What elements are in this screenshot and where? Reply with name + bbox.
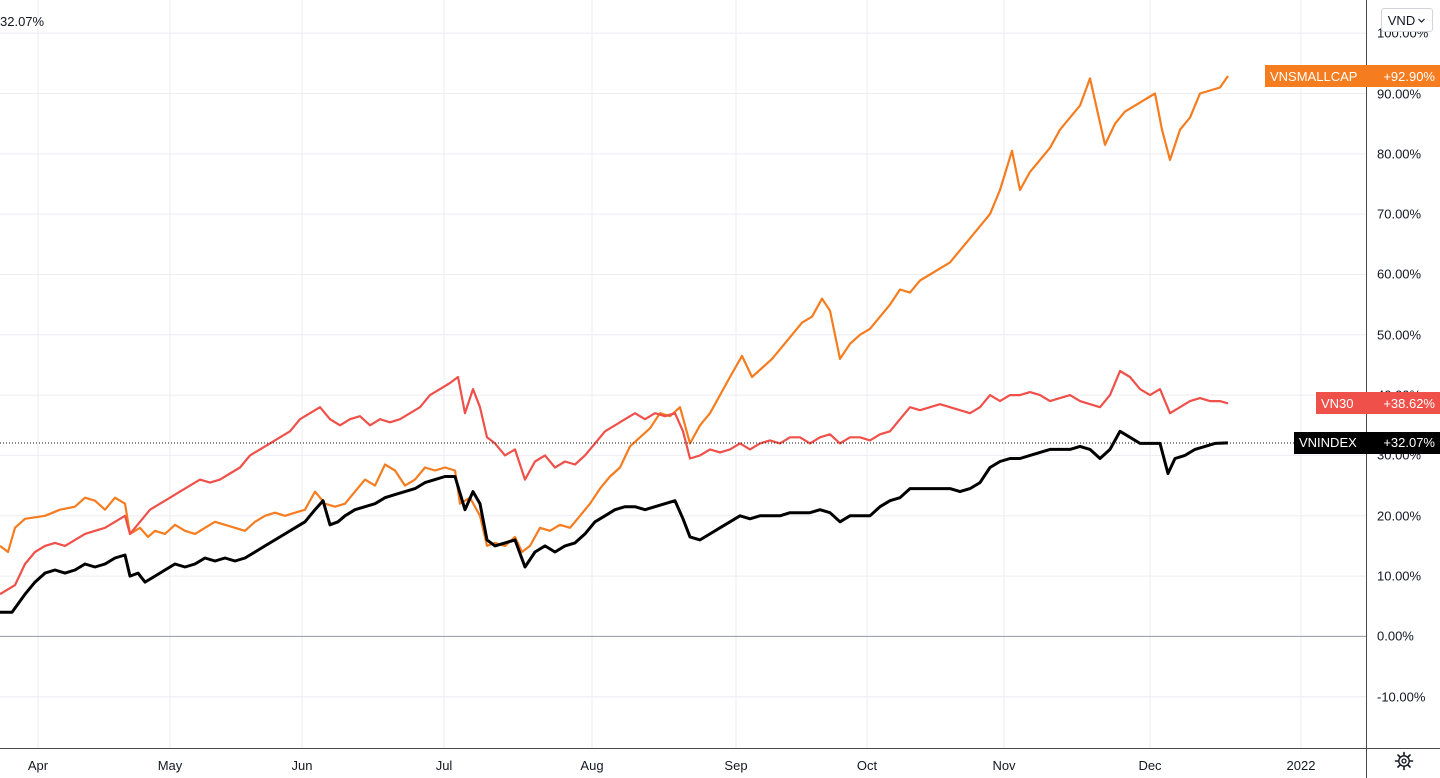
x-tick-label: Aug bbox=[580, 758, 604, 773]
price-axis[interactable]: -10.00%0.00%10.00%20.00%30.00%40.00%50.0… bbox=[1366, 0, 1440, 748]
x-tick-label: May bbox=[157, 758, 183, 773]
series-tag-name: VN30 bbox=[1321, 395, 1354, 411]
series-tag-value: +38.62% bbox=[1383, 395, 1435, 411]
y-tick-label: 80.00% bbox=[1377, 146, 1422, 162]
y-tick-label: 20.00% bbox=[1377, 508, 1422, 524]
series-line-vnindex bbox=[0, 429, 1229, 614]
series-line-vn30 bbox=[0, 369, 1229, 596]
x-tick-label: Dec bbox=[1138, 758, 1162, 773]
x-tick-label: Jul bbox=[435, 758, 453, 773]
gear-icon bbox=[1394, 751, 1414, 776]
series-tag-vn30: VN30 +38.62% bbox=[1316, 392, 1440, 415]
currency-label: VND bbox=[1387, 12, 1416, 28]
legend-value: 32.07% bbox=[0, 14, 45, 29]
currency-button[interactable]: VND bbox=[1381, 8, 1433, 32]
settings-button[interactable] bbox=[1366, 748, 1440, 778]
chart-pane[interactable]: 32.07% bbox=[0, 0, 1366, 748]
x-tick-label: Nov bbox=[992, 758, 1016, 773]
y-tick-label: 70.00% bbox=[1377, 206, 1422, 222]
series-tag-name: VNSMALLCAP bbox=[1270, 68, 1358, 84]
series-tag-name: VNINDEX bbox=[1299, 435, 1357, 451]
series-tag-vnsmallcap: VNSMALLCAP +92.90% bbox=[1265, 65, 1440, 87]
chart-canvas[interactable] bbox=[0, 0, 1366, 748]
x-tick-label: Sep bbox=[724, 758, 748, 773]
y-tick-label: 0.00% bbox=[1377, 628, 1414, 644]
series-lines bbox=[0, 75, 1229, 614]
time-axis[interactable]: Apr May Jun Jul Aug Sep Oct Nov Dec 2022 bbox=[0, 748, 1366, 778]
y-tick-label: 90.00% bbox=[1377, 86, 1422, 101]
series-tag-value: +92.90% bbox=[1383, 68, 1435, 84]
y-tick-label: 50.00% bbox=[1377, 327, 1422, 343]
y-tick-label: -10.00% bbox=[1377, 689, 1426, 705]
x-tick-label: Jun bbox=[291, 758, 313, 773]
series-tag-vnindex: VNINDEX +32.07% bbox=[1294, 431, 1440, 454]
x-tick-label: Apr bbox=[27, 758, 49, 773]
y-tick-label: 60.00% bbox=[1377, 266, 1422, 282]
grid-lines bbox=[0, 0, 1366, 748]
series-tag-value: +32.07% bbox=[1383, 435, 1435, 451]
chevron-down-icon bbox=[1417, 13, 1426, 28]
y-tick-label: 10.00% bbox=[1377, 568, 1422, 584]
series-line-vnsmallcap bbox=[0, 75, 1229, 554]
x-tick-label: Oct bbox=[856, 758, 878, 773]
x-tick-label: 2022 bbox=[1286, 758, 1316, 773]
